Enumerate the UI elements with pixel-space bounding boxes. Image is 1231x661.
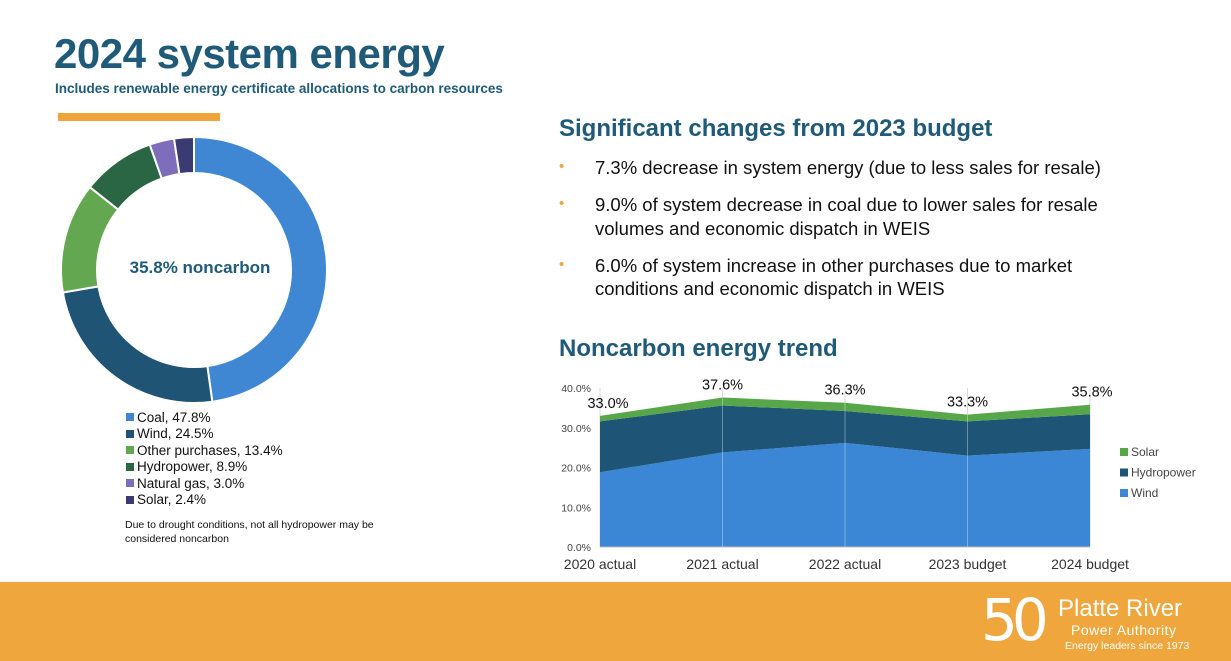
legend-label: Hydropower — [1131, 466, 1196, 480]
legend-label: Solar, 2.4% — [137, 492, 207, 508]
change-text: 7.3% decrease in system energy (due to l… — [595, 157, 1101, 178]
donut-chart — [60, 135, 328, 404]
data-label: 33.0% — [587, 396, 628, 412]
y-tick-label: 10.0% — [561, 502, 591, 514]
legend-label: Wind — [1131, 486, 1158, 500]
bullet-marker: • — [559, 158, 565, 175]
y-tick-label: 0.0% — [567, 542, 591, 554]
logo-tagline: Energy leaders since 1973 — [1065, 640, 1190, 652]
donut-slice — [61, 285, 214, 404]
legend-swatch — [126, 495, 134, 504]
logo-subtitle: Power Authority — [1071, 622, 1177, 638]
x-tick-label: 2021 actual — [686, 556, 758, 572]
data-label: 35.8% — [1071, 385, 1112, 401]
legend-item: Wind, 24.5% — [126, 426, 283, 443]
logo-name: Platte River — [1058, 595, 1183, 622]
legend-swatch — [1120, 489, 1128, 497]
legend-label: Hydropower, 8.9% — [137, 459, 248, 475]
data-label: 37.6% — [702, 378, 743, 394]
bullet-marker: • — [559, 255, 565, 273]
legend-item: Other purchases, 13.4% — [126, 442, 283, 459]
legend-swatch — [126, 479, 134, 488]
donut-legend: Coal, 47.8% Wind, 24.5% Other purchases, 1… — [126, 409, 283, 508]
changes-list: • 7.3% decrease in system energy (due to … — [559, 156, 1119, 314]
legend-label: Coal, 47.8% — [137, 409, 211, 425]
y-tick-label: 20.0% — [561, 463, 591, 475]
accent-bar — [58, 113, 220, 121]
area-series-wind — [600, 442, 1090, 547]
x-tick-label: 2023 budget — [929, 556, 1007, 572]
donut-center-label: 35.8% noncarbon — [129, 258, 271, 277]
legend-swatch — [126, 446, 134, 455]
logo-number: 50 — [981, 586, 1049, 654]
trend-heading: Noncarbon energy trend — [559, 335, 838, 362]
legend-label: Natural gas, 3.0% — [137, 475, 245, 491]
area-series-solar — [600, 397, 1090, 422]
x-tick-label: 2024 budget — [1051, 556, 1129, 572]
area-chart: 0.0% 10.0% 20.0% 30.0% 40.0% 2020 actual 2021 … — [561, 378, 1196, 572]
legend-swatch — [126, 413, 134, 422]
data-label: 33.3% — [947, 395, 988, 411]
legend-label: Wind, 24.5% — [137, 426, 214, 442]
legend-item: Solar, 2.4% — [126, 492, 283, 509]
legend-label: Solar — [1131, 445, 1159, 459]
donut-slice — [193, 135, 328, 403]
change-item: • 6.0% of system increase in other purcha… — [559, 254, 1119, 301]
y-tick-label: 40.0% — [561, 383, 591, 395]
donut-slice — [172, 135, 195, 176]
change-item: • 9.0% of system decrease in coal due to … — [559, 193, 1119, 240]
change-item: • 7.3% decrease in system energy (due to … — [559, 156, 1119, 180]
logo: 50 Platte River Power Authority Energy l… — [975, 586, 1215, 656]
data-label: 36.3% — [824, 383, 865, 399]
page-title: 2024 system energy — [54, 30, 445, 77]
y-tick-label: 30.0% — [561, 423, 591, 435]
legend-swatch — [1120, 448, 1128, 456]
legend-item: Coal, 47.8% — [126, 409, 283, 426]
change-text: 9.0% of system decrease in coal due to l… — [595, 194, 1098, 239]
page-subtitle: Includes renewable energy certificate al… — [55, 81, 503, 96]
footer-bar: 50 Platte River Power Authority Energy l… — [0, 582, 1231, 661]
changes-heading: Significant changes from 2023 budget — [559, 115, 993, 142]
footnote: Due to drought conditions, not all hydro… — [125, 519, 374, 545]
x-tick-label: 2022 actual — [809, 556, 881, 572]
legend-swatch — [126, 429, 134, 438]
legend-label: Other purchases, 13.4% — [137, 442, 283, 458]
change-text: 6.0% of system increase in other purchas… — [595, 254, 1073, 300]
x-tick-label: 2020 actual — [564, 556, 636, 572]
legend-swatch — [1120, 468, 1128, 477]
area-series-hydropower — [600, 405, 1090, 473]
legend-item: Hydropower, 8.9% — [126, 459, 283, 476]
legend-swatch — [126, 462, 134, 471]
legend-item: Natural gas, 3.0% — [126, 475, 283, 492]
bullet-marker: • — [559, 195, 565, 212]
